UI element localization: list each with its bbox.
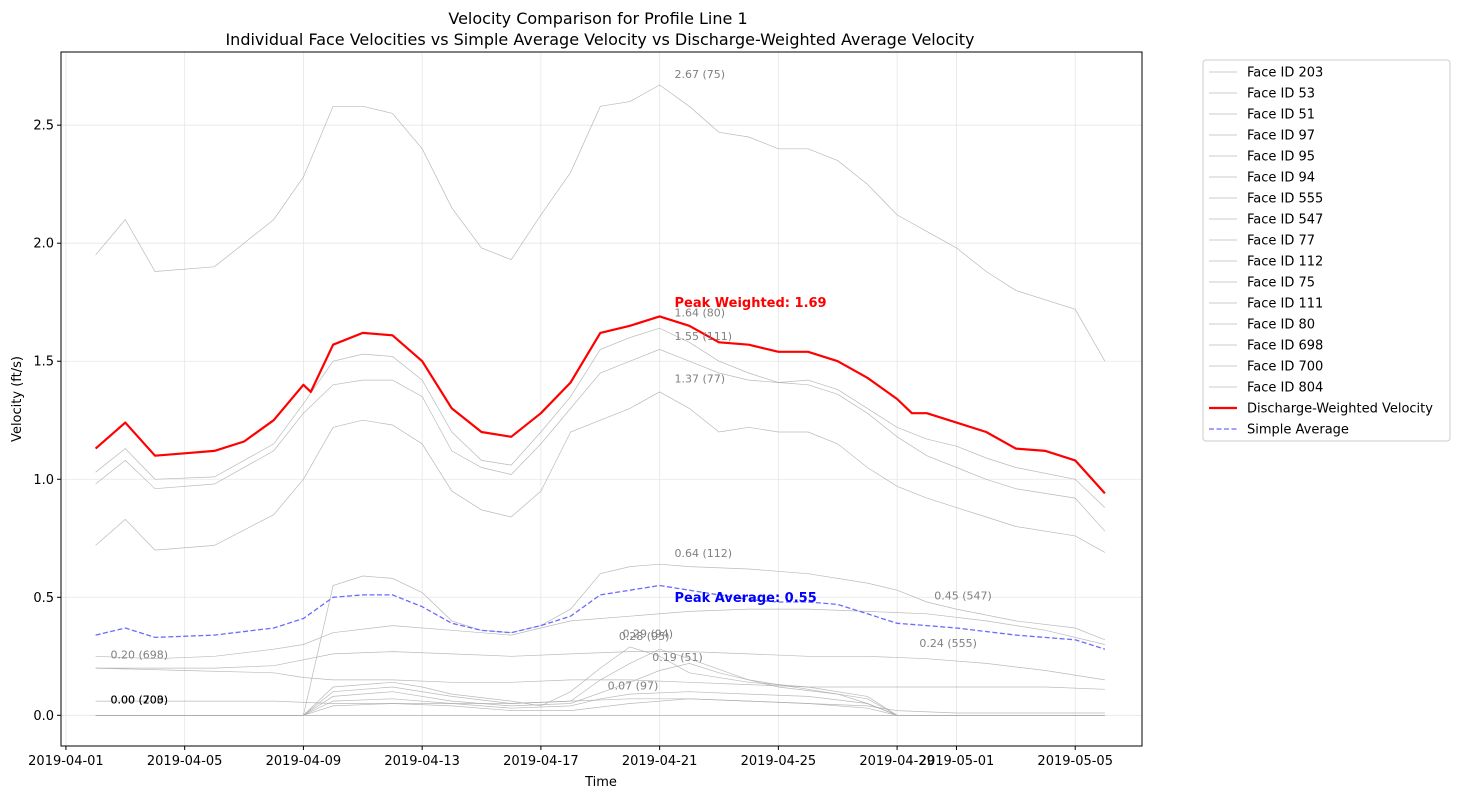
legend-label: Face ID 700 (1247, 360, 1323, 375)
legend: Face ID 203 Face ID 53 Face ID 51 Face ID 9… (1202, 59, 1451, 442)
annotation-label: 0.28 (95) (619, 630, 670, 643)
chart-subtitle: Individual Face Velocities vs Simple Ave… (225, 30, 974, 49)
series-layer (94, 84, 1106, 716)
legend-label: Face ID 203 (1247, 66, 1323, 81)
legend-label: Face ID 80 (1247, 318, 1315, 333)
annotation-label: 0.64 (112) (674, 547, 732, 560)
y-tick-label: 1.0 (33, 473, 54, 488)
legend-label: Face ID 698 (1247, 339, 1323, 354)
series-line-face-id-112 (95, 563, 1106, 716)
peak-weighted-label: Peak Weighted: 1.69 (674, 296, 826, 311)
legend-label: Face ID 97 (1247, 129, 1315, 144)
annotation-label: 0.00 (700) (110, 694, 168, 707)
series-line-face-id-95 (95, 648, 1105, 716)
y-axis: 0.0 0.5 1.0 1.5 2.0 2.5 (33, 119, 61, 724)
legend-label: Face ID 51 (1247, 108, 1315, 123)
series-line-face-id-555 (95, 651, 1105, 681)
plot-frame (60, 51, 1143, 747)
annotation-label: 0.00 (203) (110, 694, 168, 707)
legend-label: Face ID 547 (1247, 213, 1323, 228)
annotation-label: 0.19 (51) (652, 651, 703, 664)
annotation-label: 0.29 (94) (623, 627, 674, 640)
y-axis-label: Velocity (ft/s) (10, 356, 25, 442)
y-tick-label: 0.0 (33, 709, 54, 724)
series-line-face-id-53 (95, 698, 1105, 716)
series-line-face-id-94 (95, 646, 1105, 716)
series-line-face-id-111 (95, 349, 1106, 532)
series-line-discharge-weighted-velocity (94, 315, 1106, 495)
annotation-label: 0.20 (698) (110, 649, 168, 662)
y-tick-label: 0.5 (33, 591, 54, 606)
legend-box (1202, 59, 1451, 442)
x-tick-label: 2019-04-21 (622, 754, 698, 769)
x-tick-label: 2019-04-13 (384, 754, 460, 769)
series-line-face-id-700 (95, 698, 1105, 714)
annotation-label: 1.37 (77) (674, 372, 725, 385)
legend-label: Face ID 77 (1247, 234, 1315, 249)
series-line-face-id-97 (95, 691, 1105, 716)
annotation-layer: 2.67 (75) 1.64 (80) 1.55 (111) 1.37 (77) 0.6… (110, 68, 991, 707)
series-line-face-id-77 (95, 391, 1106, 553)
legend-label: Face ID 53 (1247, 87, 1315, 102)
series-line-face-id-80 (95, 327, 1106, 508)
grid-layer (61, 52, 1142, 746)
series-line-face-id-547 (95, 608, 1105, 660)
series-line-face-id-75 (95, 84, 1106, 362)
x-tick-label: 2019-05-05 (1037, 754, 1113, 769)
x-tick-label: 2019-05-01 (919, 754, 995, 769)
x-tick-label: 2019-04-17 (503, 754, 579, 769)
legend-label: Face ID 555 (1247, 192, 1323, 207)
series-line-face-id-51 (95, 663, 1105, 716)
legend-label: Face ID 804 (1247, 381, 1323, 396)
legend-label: Face ID 111 (1247, 297, 1323, 312)
peak-average-label: Peak Average: 0.55 (674, 591, 816, 606)
legend-label: Discharge-Weighted Velocity (1247, 402, 1433, 417)
series-line-face-id-698 (95, 667, 1105, 690)
x-tick-label: 2019-04-05 (147, 754, 223, 769)
x-tick-label: 2019-04-01 (28, 754, 104, 769)
y-tick-label: 2.5 (33, 119, 54, 134)
x-tick-label: 2019-04-25 (741, 754, 817, 769)
chart-title: Velocity Comparison for Profile Line 1 (448, 9, 747, 28)
annotation-label: 0.07 (97) (608, 679, 659, 692)
legend-label: Face ID 95 (1247, 150, 1315, 165)
y-tick-label: 1.5 (33, 355, 54, 370)
legend-label: Face ID 75 (1247, 276, 1315, 291)
annotation-label: 1.55 (111) (674, 330, 732, 343)
annotation-label: 0.24 (555) (919, 637, 977, 650)
annotation-label: 2.67 (75) (674, 68, 725, 81)
x-axis: 2019-04-01 2019-04-05 2019-04-09 2019-04-13… (28, 746, 1113, 769)
legend-label: Face ID 94 (1247, 171, 1315, 186)
legend-label: Simple Average (1247, 423, 1349, 438)
y-tick-label: 2.0 (33, 237, 54, 252)
annotation-label: 0.45 (547) (934, 590, 992, 603)
x-tick-label: 2019-04-09 (266, 754, 342, 769)
x-tick-label: 2019-04-29 (859, 754, 935, 769)
annotation-label: 1.64 (80) (674, 306, 725, 319)
x-axis-label: Time (584, 775, 617, 790)
series-line-simple-average (95, 584, 1106, 650)
legend-label: Face ID 112 (1247, 255, 1323, 270)
